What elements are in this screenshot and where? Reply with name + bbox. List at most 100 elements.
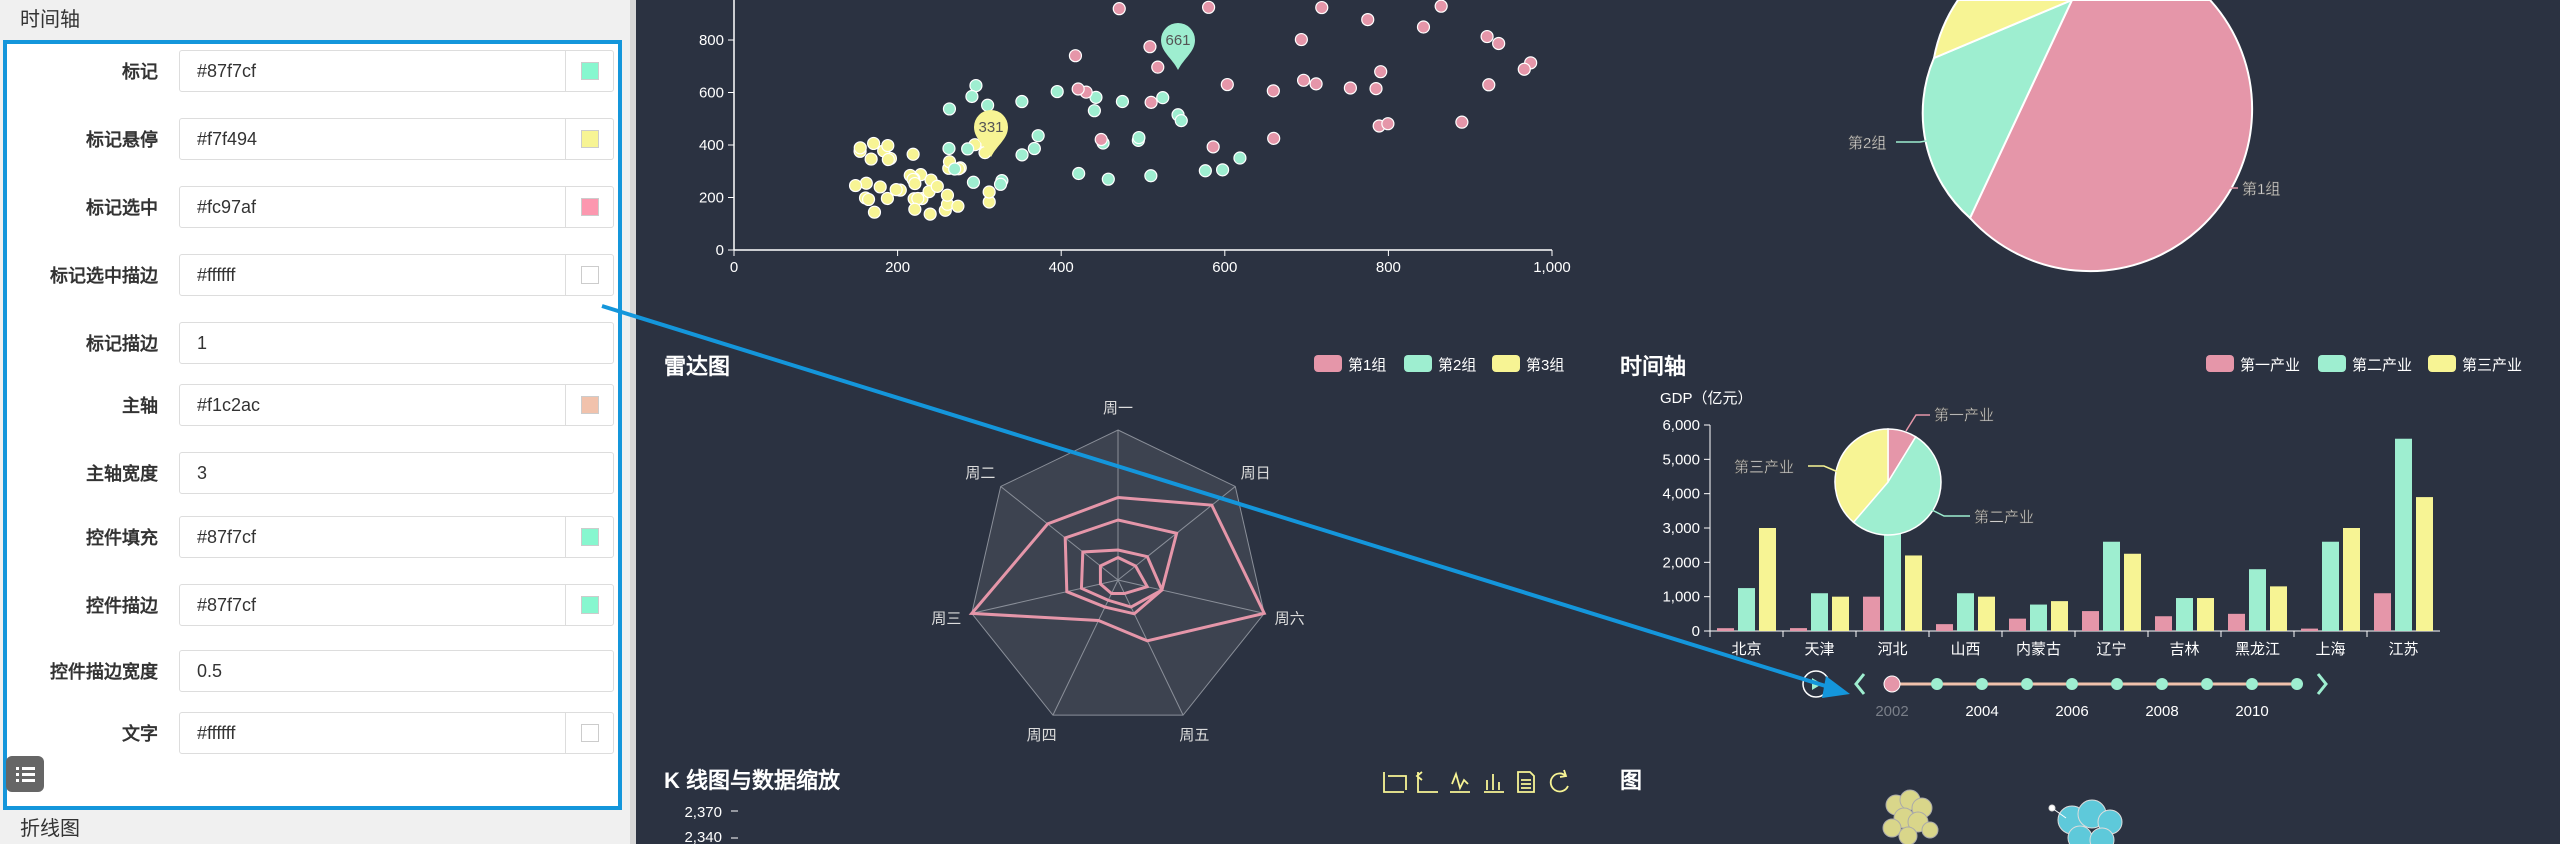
scatter-point[interactable] [940, 188, 955, 202]
config-input[interactable]: 0.5 [179, 650, 614, 692]
scatter-point[interactable] [1087, 104, 1101, 118]
scatter-point[interactable] [1434, 0, 1448, 13]
color-picker-button[interactable] [565, 187, 613, 227]
scatter-point[interactable] [1071, 82, 1085, 96]
scatter-point[interactable] [1144, 95, 1158, 109]
pie-slice-group2[interactable] [1921, 0, 2074, 220]
scatter-point[interactable] [1517, 62, 1531, 76]
scatter-point[interactable] [1015, 94, 1029, 109]
scatter-point[interactable] [1381, 117, 1395, 131]
inset-pie-slice-tertiary[interactable] [1834, 428, 1889, 524]
scatter-point[interactable] [923, 207, 937, 221]
scatter-point[interactable] [1492, 36, 1506, 51]
config-input[interactable]: #ffffff [179, 254, 614, 296]
color-picker-button[interactable] [565, 255, 613, 295]
radar-series[interactable] [1098, 555, 1150, 596]
prev-button[interactable] [1854, 673, 1866, 695]
scatter-point[interactable] [951, 199, 965, 213]
scatter-point[interactable] [1174, 114, 1188, 128]
data-view-icon[interactable] [1517, 771, 1535, 793]
bar[interactable] [2176, 598, 2193, 631]
timeline-point[interactable] [2066, 678, 2078, 690]
bar[interactable] [1905, 555, 1922, 631]
scatter-point[interactable] [1112, 2, 1126, 16]
scatter-point[interactable] [867, 136, 881, 151]
bar[interactable] [2103, 541, 2120, 631]
bar[interactable] [2082, 611, 2099, 631]
bar[interactable] [1717, 628, 1734, 631]
scatter-point[interactable] [867, 205, 882, 219]
scatter-point[interactable] [1233, 151, 1247, 165]
config-value[interactable]: #fc97af [197, 196, 257, 217]
scatter-point[interactable] [1031, 129, 1045, 143]
scatter-point[interactable] [1068, 49, 1083, 63]
color-picker-button[interactable] [565, 51, 613, 91]
config-input[interactable]: 1 [179, 322, 614, 364]
timeline-point[interactable] [2246, 678, 2258, 690]
bar[interactable] [1978, 596, 1995, 631]
scatter-point[interactable] [966, 175, 981, 189]
config-value[interactable]: #f7f494 [197, 128, 258, 149]
config-value[interactable]: 0.5 [197, 660, 223, 681]
scatter-point[interactable] [1015, 148, 1029, 162]
config-value[interactable]: #87f7cf [197, 60, 257, 81]
bar[interactable] [2270, 586, 2287, 631]
scatter-point[interactable] [1202, 0, 1216, 14]
scatter-point[interactable] [1361, 13, 1375, 27]
timeline-point[interactable] [2021, 678, 2033, 690]
scatter-point[interactable] [859, 176, 873, 190]
scatter-point[interactable] [881, 138, 895, 153]
bar[interactable] [2374, 593, 2391, 631]
scatter-point[interactable] [1455, 115, 1469, 129]
scatter-point[interactable] [1343, 81, 1357, 95]
scatter-point[interactable] [1115, 94, 1130, 109]
legend-swatch[interactable] [2206, 355, 2234, 372]
scatter-point[interactable] [908, 176, 922, 191]
scatter-point[interactable] [942, 102, 957, 116]
scatter-point[interactable] [906, 147, 920, 161]
scatter-point[interactable] [1309, 77, 1323, 91]
timeline-point-current[interactable] [1883, 675, 1901, 693]
bar[interactable] [2322, 541, 2339, 631]
config-value[interactable]: #ffffff [197, 722, 236, 743]
scatter-point[interactable] [889, 182, 903, 197]
scatter-point[interactable] [853, 141, 867, 155]
bar[interactable] [2395, 438, 2412, 631]
line-chart-icon[interactable] [1450, 771, 1470, 793]
scatter-point[interactable] [873, 180, 887, 194]
bar[interactable] [2155, 616, 2172, 631]
config-value[interactable]: #f1c2ac [197, 394, 261, 415]
bar[interactable] [2416, 497, 2433, 631]
bar[interactable] [1957, 593, 1974, 631]
scatter-point[interactable] [1072, 166, 1086, 181]
pin-marker[interactable] [1161, 23, 1195, 70]
timeline-point[interactable] [2291, 678, 2303, 690]
restore-icon[interactable] [1549, 769, 1569, 793]
timeline-point[interactable] [2156, 678, 2168, 690]
scatter-point[interactable] [861, 192, 876, 207]
config-input[interactable]: #87f7cf [179, 50, 614, 92]
bar[interactable] [2124, 553, 2141, 631]
scatter-point[interactable] [942, 141, 956, 156]
bar-chart-icon[interactable] [1484, 774, 1504, 793]
config-value[interactable]: 1 [197, 332, 208, 353]
timeline-point[interactable] [2201, 678, 2213, 690]
config-input[interactable]: #f1c2ac [179, 384, 614, 426]
bar[interactable] [1759, 528, 1776, 631]
scatter-point[interactable] [1215, 163, 1230, 177]
pie-slice-group3[interactable] [1932, 0, 2073, 60]
bar[interactable] [1936, 624, 1953, 631]
scatter-point[interactable] [1050, 84, 1064, 99]
config-input[interactable]: #f7f494 [179, 118, 614, 160]
scatter-point[interactable] [1416, 20, 1431, 34]
radar-series[interactable] [968, 495, 1267, 643]
scatter-point[interactable] [1294, 32, 1308, 47]
scatter-point[interactable] [1206, 140, 1220, 154]
config-input[interactable]: #ffffff [179, 712, 614, 754]
zoom-reset-icon[interactable] [1415, 771, 1438, 793]
bar[interactable] [2197, 598, 2214, 631]
legend-swatch[interactable] [2428, 355, 2456, 372]
bar[interactable] [1811, 593, 1828, 631]
scatter-point[interactable] [969, 78, 983, 93]
legend-swatch[interactable] [1404, 355, 1432, 372]
